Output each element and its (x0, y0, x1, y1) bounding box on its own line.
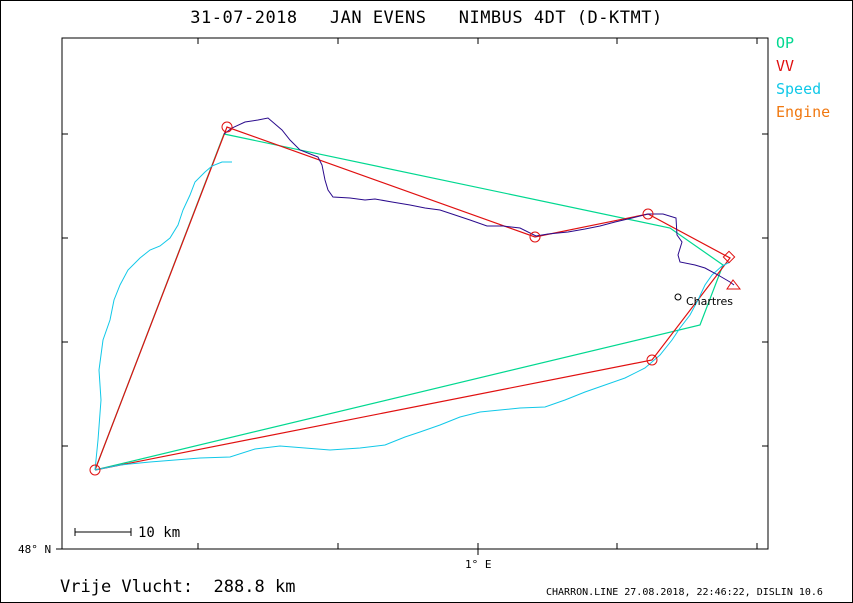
scale-bar-label: 10 km (138, 525, 180, 541)
chartres-marker (674, 293, 682, 301)
legend-vv: VV (776, 57, 795, 75)
chartres-label: Chartres (686, 295, 733, 308)
route-vv (94, 126, 731, 471)
turnpoint-3 (529, 231, 541, 243)
chart-title: 31-07-2018 JAN EVENS NIMBUS 4DT (D-KTMT) (0, 8, 853, 28)
lon-ticks (197, 38, 758, 555)
lat-ticks (56, 133, 768, 550)
scale-bar (74, 528, 132, 536)
track-speed-outbound (94, 161, 232, 471)
lon-label: 1° E (465, 558, 492, 571)
turnpoint-4 (642, 208, 654, 220)
legend-engine: Engine (776, 103, 831, 121)
turnpoint-5 (646, 354, 658, 366)
footer-distance: 288.8 km (213, 577, 296, 597)
track-speed-return (94, 261, 731, 471)
track-cruise (223, 117, 735, 286)
map-border (61, 37, 769, 550)
lat-label: 48° N (18, 543, 51, 556)
legend-speed: Speed (776, 80, 822, 98)
engine-marker (726, 279, 742, 290)
route-op (94, 133, 724, 471)
title-glider: NIMBUS 4DT (D-KTMT) (458, 8, 663, 28)
footer-label: Vrije Vlucht: (60, 577, 194, 597)
title-date: 31-07-2018 (190, 8, 298, 28)
free-flight-distance: Vrije Vlucht: 288.8 km (60, 577, 295, 597)
credit-line: CHARRON.LINE 27.08.2018, 22:46:22, DISLI… (546, 587, 823, 598)
start-marker (722, 250, 736, 264)
legend-op: OP (776, 34, 795, 52)
turnpoint-1 (89, 464, 101, 476)
turnpoints (89, 121, 658, 476)
title-pilot: JAN EVENS (329, 8, 427, 28)
turnpoint-2 (221, 121, 233, 133)
